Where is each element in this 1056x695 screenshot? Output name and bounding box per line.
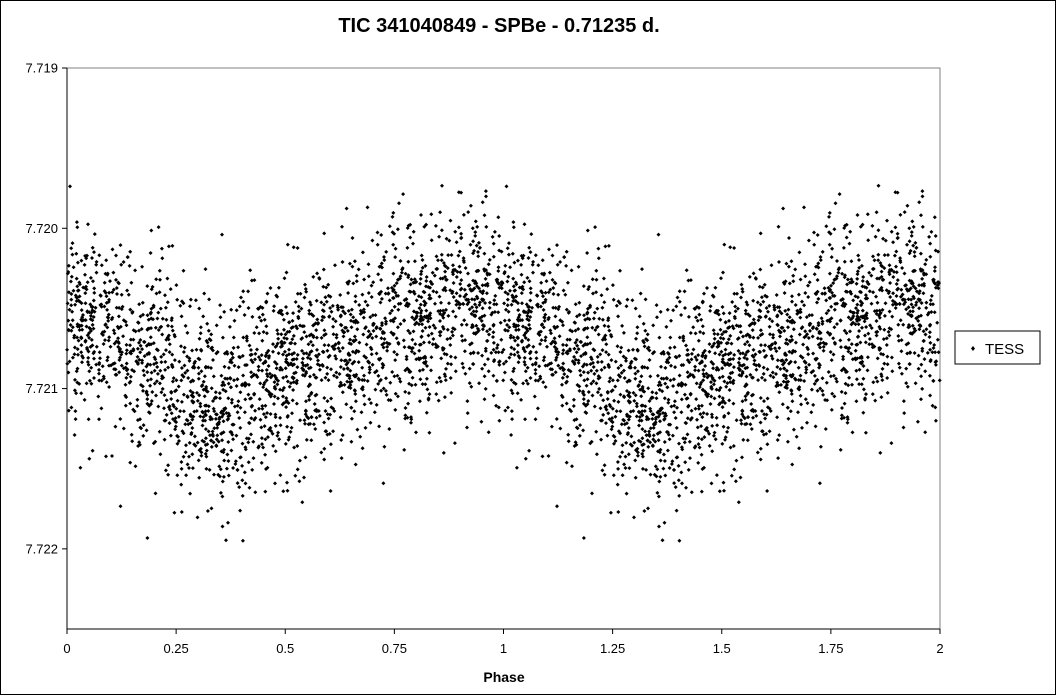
chart-title: TIC 341040849 - SPBe - 0.71235 d. [338, 15, 659, 37]
y-tick-label: 7.721 [25, 381, 58, 396]
x-tick-label: 0.5 [276, 641, 294, 656]
y-tick-label: 7.720 [25, 221, 58, 236]
x-tick-label: 0.75 [382, 641, 407, 656]
x-tick-label: 0 [63, 641, 70, 656]
legend-marker [971, 346, 975, 351]
x-tick-label: 0.25 [163, 641, 188, 656]
x-tick-label: 1.5 [713, 641, 731, 656]
y-axis-ticks: 7.719 7.720 7.721 7.722 [25, 61, 67, 556]
legend-box [954, 330, 1041, 365]
x-tick-label: 1 [500, 641, 507, 656]
y-tick-label: 7.719 [25, 61, 58, 76]
x-axis-ticks: 0 0.25 0.5 0.75 1 1.25 1.5 1.75 2 [63, 629, 944, 656]
y-tick-label: 7.722 [25, 541, 58, 556]
x-tick-label: 1.75 [818, 641, 843, 656]
x-axis-title: Phase [483, 669, 524, 685]
x-tick-label: 2 [936, 641, 943, 656]
x-tick-label: 1.25 [600, 641, 625, 656]
legend: TESS [954, 330, 1041, 365]
legend-label-tess: TESS [985, 341, 1024, 358]
